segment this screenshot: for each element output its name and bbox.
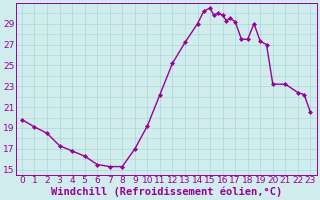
X-axis label: Windchill (Refroidissement éolien,°C): Windchill (Refroidissement éolien,°C) [51, 187, 282, 197]
